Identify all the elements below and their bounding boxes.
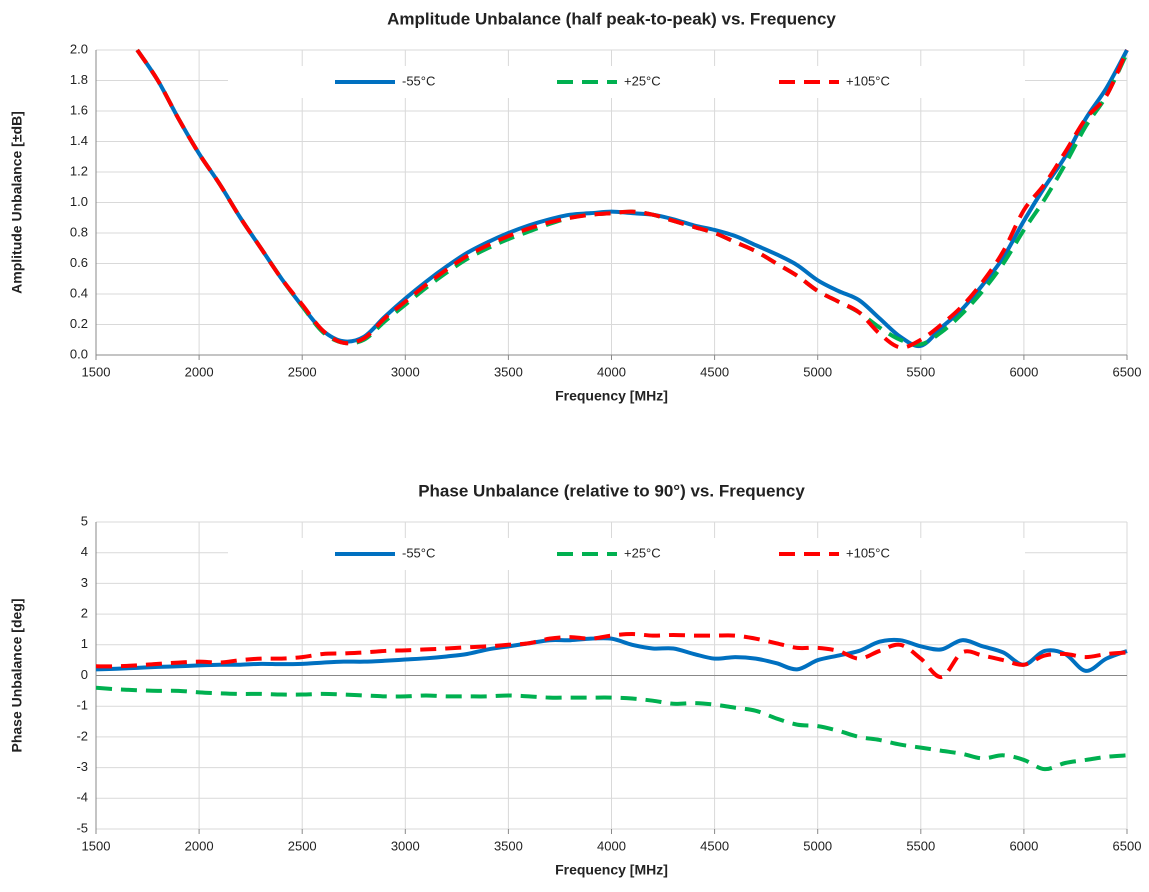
legend-label: +25°C: [624, 73, 661, 88]
x-tick-label: 5500: [906, 364, 935, 379]
legend-label: -55°C: [402, 73, 435, 88]
x-tick-label: 1500: [82, 364, 111, 379]
y-tick-label: 1.2: [70, 163, 88, 178]
x-tick-label: 2000: [185, 364, 214, 379]
y-tick-label: 0.0: [70, 346, 88, 361]
series-line: [95, 685, 1128, 772]
x-tick-label: 3500: [494, 364, 523, 379]
x-axis-label: Frequency [MHz]: [555, 388, 668, 404]
x-axis-label: Frequency [MHz]: [555, 862, 668, 878]
series-line: [95, 636, 1128, 673]
x-tick-label: 4500: [700, 838, 729, 853]
x-tick-label: 4000: [597, 838, 626, 853]
y-tick-label: 0.4: [70, 285, 88, 300]
y-tick-label: -4: [76, 790, 88, 805]
y-tick-label: 1: [81, 636, 88, 651]
y-tick-label: -5: [76, 820, 88, 835]
y-tick-label: 2: [81, 606, 88, 621]
y-tick-label: 1.8: [70, 72, 88, 87]
y-tick-label: 5: [81, 513, 88, 528]
y-axis-label: Phase Unbalance [deg]: [9, 598, 25, 752]
x-tick-label: 5000: [803, 364, 832, 379]
x-tick-label: 4000: [597, 364, 626, 379]
legend-label: -55°C: [402, 545, 435, 560]
y-tick-label: 2.0: [70, 41, 88, 56]
series-line: [95, 632, 1128, 680]
y-tick-label: -1: [76, 698, 88, 713]
y-axis-label: Amplitude Unbalance [±dB]: [9, 111, 25, 294]
y-tick-label: 0.6: [70, 255, 88, 270]
legend-label: +105°C: [846, 545, 890, 560]
y-tick-label: 4: [81, 544, 88, 559]
chart-title: Amplitude Unbalance (half peak-to-peak) …: [387, 9, 836, 28]
x-tick-label: 2500: [288, 838, 317, 853]
x-tick-label: 5500: [906, 838, 935, 853]
y-tick-label: 3: [81, 575, 88, 590]
legend-label: +25°C: [624, 545, 661, 560]
y-tick-label: -3: [76, 759, 88, 774]
x-tick-label: 6000: [1009, 838, 1038, 853]
x-tick-label: 3500: [494, 838, 523, 853]
x-tick-label: 3000: [391, 364, 420, 379]
x-tick-label: 5000: [803, 838, 832, 853]
series-line: [135, 48, 1129, 350]
y-tick-label: 1.6: [70, 102, 88, 117]
x-tick-label: 1500: [82, 838, 111, 853]
x-tick-label: 2000: [185, 838, 214, 853]
x-tick-label: 4500: [700, 364, 729, 379]
x-tick-label: 6500: [1113, 364, 1142, 379]
x-tick-label: 6000: [1009, 364, 1038, 379]
y-tick-label: 0.2: [70, 316, 88, 331]
y-tick-label: 0: [81, 667, 88, 682]
x-tick-label: 3000: [391, 838, 420, 853]
y-tick-label: 0.8: [70, 224, 88, 239]
x-tick-label: 6500: [1113, 838, 1142, 853]
legend-label: +105°C: [846, 73, 890, 88]
y-tick-label: 1.4: [70, 133, 88, 148]
chart-title: Phase Unbalance (relative to 90°) vs. Fr…: [418, 481, 805, 500]
y-tick-label: -2: [76, 728, 88, 743]
y-tick-label: 1.0: [70, 194, 88, 209]
x-tick-label: 2500: [288, 364, 317, 379]
